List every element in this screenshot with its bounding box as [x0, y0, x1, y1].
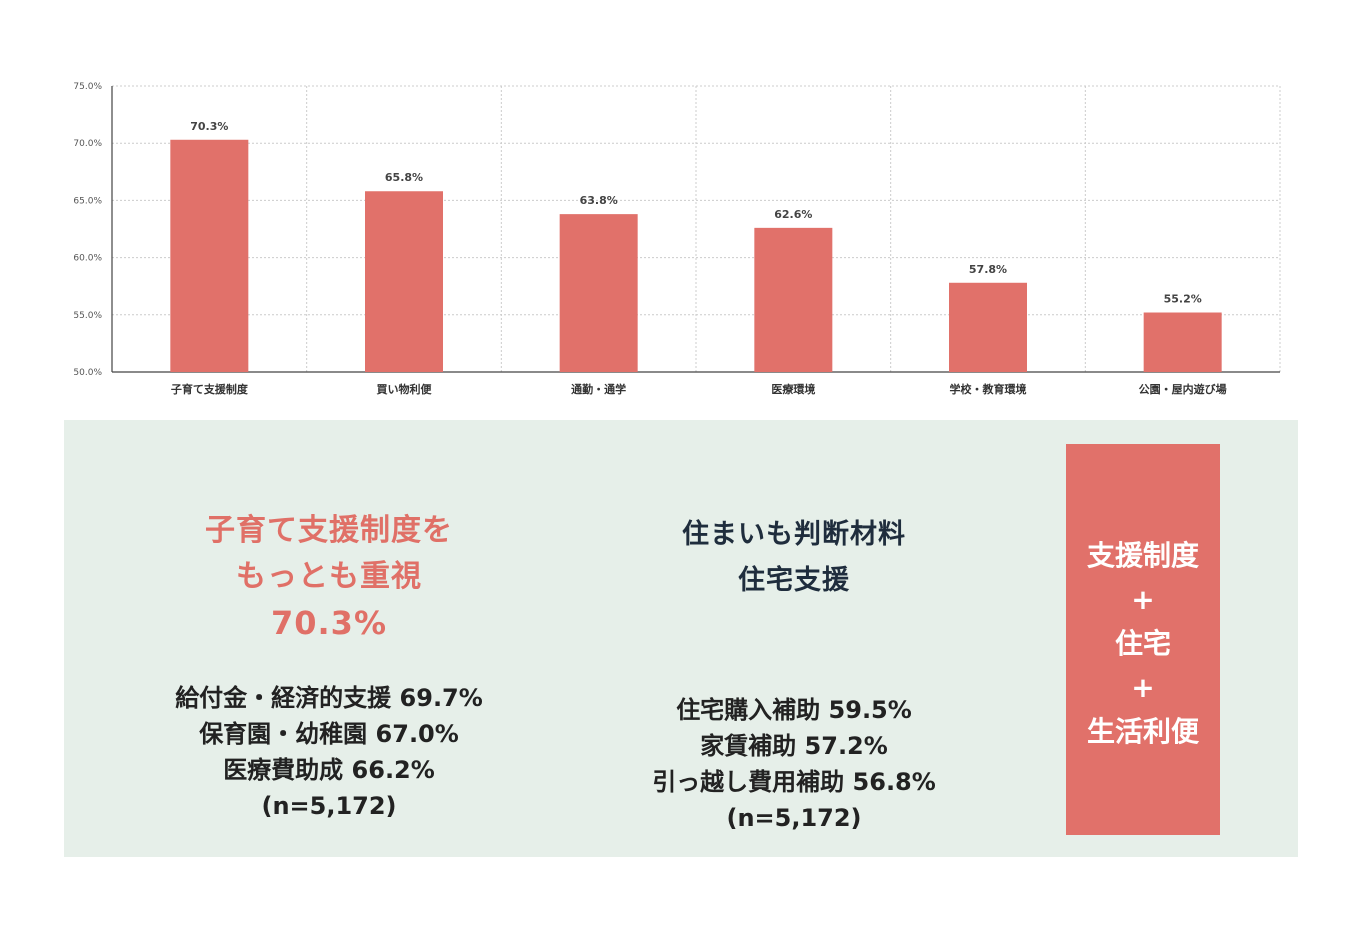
housing-details: 住宅購入補助 59.5% 家賃補助 57.2% 引っ越し費用補助 56.8% (… [609, 692, 979, 836]
category-label: 買い物利便 [377, 382, 433, 396]
detail-line: 保育園・幼稚園 67.0% [199, 720, 459, 748]
data-label: 65.8% [385, 171, 423, 184]
sample-size: (n=5,172) [261, 792, 397, 820]
data-label: 62.6% [774, 208, 812, 221]
housing-headline: 住まいも判断材料 住宅支援 [609, 512, 979, 604]
y-tick-label: 65.0% [73, 196, 102, 206]
data-label: 70.3% [190, 120, 228, 133]
conclusion-box: 支援制度 + 住宅 + 生活利便 [1066, 444, 1220, 835]
bar [949, 282, 1027, 372]
y-tick-label: 50.0% [73, 368, 102, 378]
bar [365, 191, 443, 372]
y-tick-label: 60.0% [73, 254, 102, 264]
data-label: 55.2% [1164, 293, 1202, 306]
detail-line: 医療費助成 66.2% [223, 756, 435, 784]
bar [754, 227, 833, 372]
category-label: 通勤・通学 [571, 382, 626, 396]
y-tick-label: 70.0% [73, 139, 102, 149]
conclusion-line: 住宅 [1114, 627, 1171, 660]
conclusion-line: 支援制度 [1086, 539, 1199, 572]
plus-sign: + [1131, 671, 1155, 704]
childcare-headline-line2: もっとも重視 [236, 559, 422, 594]
detail-line: 住宅購入補助 59.5% [676, 696, 912, 724]
y-tick-label: 75.0% [73, 82, 102, 92]
bar [559, 214, 638, 372]
detail-line: 引っ越し費用補助 56.8% [652, 768, 936, 796]
detail-line: 家賃補助 57.2% [700, 732, 888, 760]
category-label: 学校・教育環境 [950, 382, 1027, 396]
summary-panel: 子育て支援制度を もっとも重視 70.3% 給付金・経済的支援 69.7% 保育… [64, 420, 1298, 857]
bar [1143, 312, 1222, 372]
childcare-headline: 子育て支援制度を もっとも重視 70.3% [144, 508, 514, 646]
data-label: 63.8% [580, 194, 618, 207]
bar [170, 139, 249, 372]
data-label: 57.8% [969, 263, 1007, 276]
category-label: 子育て支援制度 [171, 382, 249, 396]
plus-sign: + [1131, 583, 1155, 616]
housing-headline-line1: 住まいも判断材料 [682, 519, 906, 550]
childcare-details: 給付金・経済的支援 69.7% 保育園・幼稚園 67.0% 医療費助成 66.2… [144, 680, 514, 824]
category-label: 公園・屋内遊び場 [1139, 382, 1227, 396]
detail-line: 給付金・経済的支援 69.7% [175, 684, 483, 712]
bar-chart: 75.0% 70.0% 65.0% 60.0% 55.0% 50.0% 70.3% 子育て支援… [73, 82, 1281, 396]
housing-summary: 住まいも判断材料 住宅支援 住宅購入補助 59.5% 家賃補助 57.2% 引っ… [609, 512, 979, 836]
childcare-headline-line1: 子育て支援制度を [205, 513, 453, 548]
y-tick-label: 55.0% [73, 311, 102, 321]
sample-size: (n=5,172) [726, 804, 862, 832]
childcare-headline-value: 70.3% [270, 604, 387, 642]
conclusion-line: 生活利便 [1086, 715, 1199, 748]
childcare-summary: 子育て支援制度を もっとも重視 70.3% 給付金・経済的支援 69.7% 保育… [144, 508, 514, 824]
category-label: 医療環境 [771, 382, 815, 396]
housing-headline-line2: 住宅支援 [738, 565, 850, 596]
